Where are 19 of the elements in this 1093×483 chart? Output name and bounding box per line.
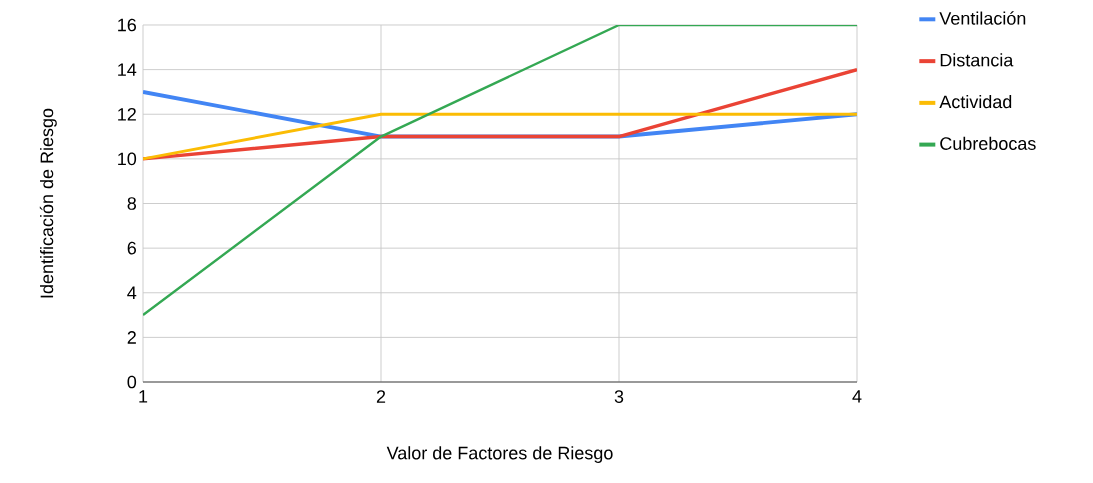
y-tick-label: 2 [127,331,136,344]
y-tick-label: 14 [118,63,137,76]
y-tick-label: 12 [118,107,136,121]
y-axis-title: Identificación de Riesgo [39,108,57,298]
y-tick-label: 4 [127,286,137,299]
legend-label: Cubrebocas [940,136,1036,150]
y-tick-label: 10 [118,152,137,166]
x-axis-title: Valor de Factores de Riesgo [386,446,613,463]
x-tick-label: 3 [614,390,624,403]
y-tick-label: 0 [127,375,137,389]
y-tick-label: 16 [118,18,137,32]
legend-label: Actividad [939,95,1012,109]
y-tick-label: 6 [127,241,137,255]
legend-label: Distancia [940,53,1014,67]
x-tick-label: 2 [376,390,386,403]
x-tick-label: 4 [852,390,862,403]
y-tick-label: 8 [127,197,137,210]
x-tick-label: 1 [139,390,148,403]
legend-label: Ventilación [939,11,1026,25]
